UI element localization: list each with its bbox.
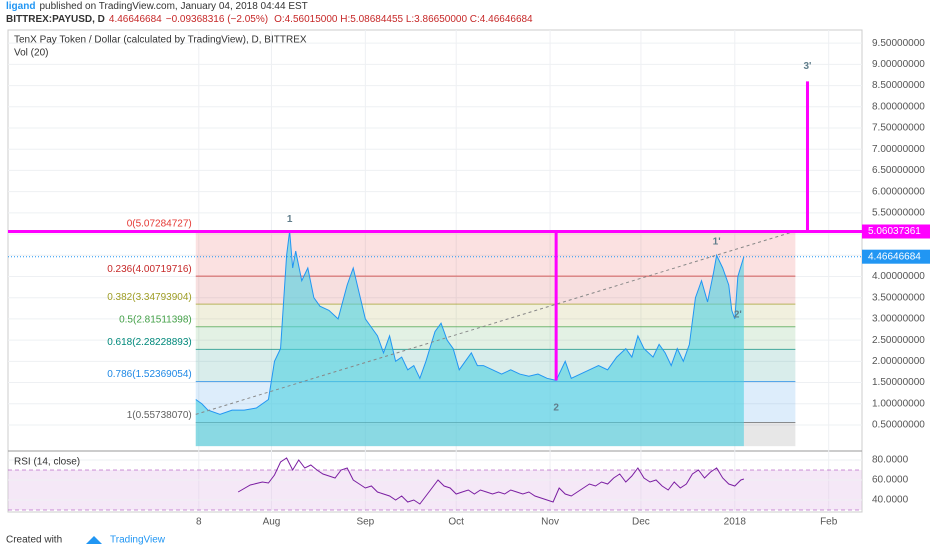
fib-label: 0.382(3.34793904) — [107, 292, 192, 303]
y-tick-label: 4.00000000 — [872, 271, 925, 282]
change: −0.09368316 (−2.05%) — [166, 14, 268, 25]
trendline — [195, 230, 796, 415]
y-tick-label: 6.50000000 — [872, 165, 925, 176]
rsi-title: RSI (14, close) — [14, 457, 80, 468]
x-tick-label: Sep — [356, 517, 374, 528]
fib-label: 0.618(2.28228893) — [107, 337, 192, 348]
last-label: 4.46646684 — [868, 251, 921, 262]
y-tick-label: 9.00000000 — [872, 59, 925, 70]
y-tick-label: 40.0000 — [872, 495, 909, 506]
footer-brand[interactable]: TradingView — [110, 535, 166, 546]
rsi-band — [8, 470, 862, 510]
chart-subtitle: Vol (20) — [14, 48, 48, 59]
author[interactable]: ligand — [6, 1, 35, 12]
last: 4.46646684 — [109, 14, 162, 25]
x-tick-label: 8 — [196, 517, 202, 528]
y-tick-label: 7.00000000 — [872, 144, 925, 155]
y-tick-label: 8.50000000 — [872, 80, 925, 91]
rsi-line — [237, 457, 745, 505]
fib-label: 0(5.07284727) — [127, 219, 192, 230]
y-tick-label: 2.00000000 — [872, 356, 925, 367]
annotation: 1' — [713, 236, 721, 247]
symbol: BITTREX:PAYUSD, D — [6, 14, 105, 25]
level-label: 5.06037361 — [868, 226, 921, 237]
y-tick-label: 5.50000000 — [872, 207, 925, 218]
header-line-1: ligand published on TradingView.com, Janu… — [6, 1, 308, 12]
x-tick-label: Aug — [263, 517, 281, 528]
fib-label: 0.5(2.81511398) — [119, 314, 192, 325]
price-line — [195, 231, 745, 415]
y-tick-label: 60.0000 — [872, 475, 909, 486]
y-tick-label: 2.50000000 — [872, 335, 925, 346]
chart-title: TenX Pay Token / Dollar (calculated by T… — [14, 35, 307, 46]
x-tick-label: Oct — [448, 517, 464, 528]
pane-border — [7, 29, 863, 513]
level-box — [862, 224, 930, 239]
y-tick-label: 1.50000000 — [872, 377, 925, 388]
fib-label: 0.786(1.52369054) — [107, 369, 192, 380]
y-tick-label: 6.00000000 — [872, 186, 925, 197]
footer-created: Created with — [6, 535, 62, 546]
fib-label: 0.236(4.00719716) — [107, 264, 192, 275]
price-area — [195, 231, 744, 447]
x-tick-label: Feb — [820, 517, 838, 528]
x-tick-label: Nov — [541, 517, 559, 528]
y-tick-label: 3.00000000 — [872, 314, 925, 325]
annotation: 2 — [553, 403, 559, 414]
last-box — [862, 249, 930, 264]
y-tick-label: 9.50000000 — [872, 38, 925, 49]
fib-label: 1(0.55738070) — [127, 410, 192, 421]
y-tick-label: 3.50000000 — [872, 292, 925, 303]
y-tick-label: 1.00000000 — [872, 398, 925, 409]
annotation: 2' — [734, 309, 742, 320]
x-tick-label: Dec — [632, 517, 650, 528]
brand-icon — [86, 536, 102, 544]
y-tick-label: 7.50000000 — [872, 123, 925, 134]
annotation: 1 — [287, 214, 293, 225]
published: published on TradingView.com, January 04… — [39, 1, 307, 12]
ohlc: O:4.56015000 H:5.08684455 L:3.86650000 C… — [274, 14, 533, 25]
x-tick-label: 2018 — [724, 517, 747, 528]
y-tick-label: 0.50000000 — [872, 420, 925, 431]
y-tick-label: 8.00000000 — [872, 101, 925, 112]
annotation: 3' — [804, 61, 812, 72]
header-line-2: BITTREX:PAYUSD, D 4.46646684 −0.09368316 (… — [6, 14, 533, 25]
y-tick-label: 80.0000 — [872, 455, 909, 466]
